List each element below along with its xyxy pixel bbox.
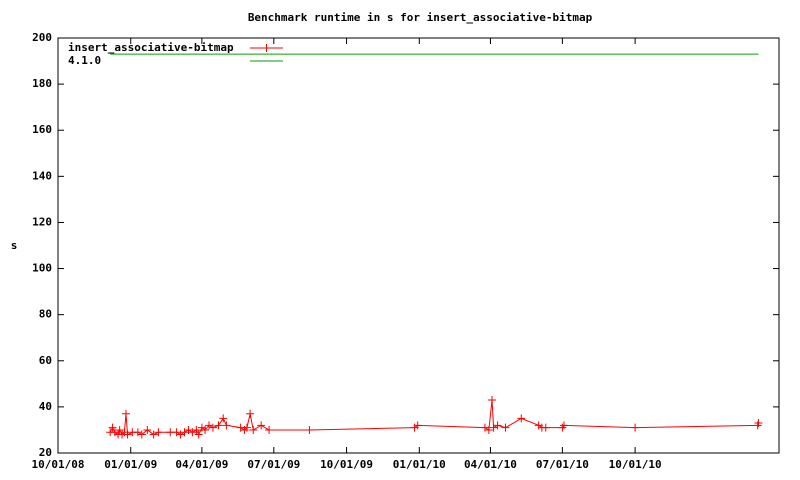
- series-line: [109, 399, 759, 436]
- legend-marker: [262, 44, 271, 52]
- y-tick-label: 60: [39, 354, 52, 367]
- y-tick-label: 120: [32, 215, 52, 228]
- data-point: [123, 430, 132, 439]
- y-tick-label: 20: [39, 446, 52, 459]
- data-point: [201, 425, 210, 434]
- y-tick-label: 200: [32, 31, 52, 44]
- x-tick-label: 07/01/09: [247, 458, 300, 471]
- data-point: [214, 421, 223, 430]
- data-point: [501, 423, 510, 432]
- data-point: [149, 430, 158, 439]
- y-tick-label: 180: [32, 77, 52, 90]
- data-point: [631, 423, 640, 432]
- x-tick-label: 04/01/10: [464, 458, 517, 471]
- y-tick-label: 100: [32, 262, 52, 275]
- data-point: [493, 421, 502, 430]
- x-tick-label: 10/01/10: [609, 458, 662, 471]
- data-point: [222, 421, 231, 430]
- data-point: [121, 409, 130, 418]
- data-point: [242, 423, 251, 432]
- data-point: [265, 425, 274, 434]
- x-tick-label: 01/01/10: [393, 458, 446, 471]
- data-point: [413, 421, 422, 430]
- y-tick-label: 140: [32, 169, 52, 182]
- data-point: [257, 421, 266, 430]
- data-point: [208, 423, 217, 432]
- x-tick-label: 10/01/08: [32, 458, 85, 471]
- x-tick-label: 01/01/09: [104, 458, 157, 471]
- plot-frame: [57, 37, 780, 454]
- x-tick-label: 07/01/10: [536, 458, 589, 471]
- data-point: [246, 409, 255, 418]
- data-point: [754, 419, 763, 428]
- data-point: [192, 425, 201, 434]
- y-tick-label: 80: [39, 308, 52, 321]
- data-point: [219, 414, 228, 423]
- data-point: [108, 423, 117, 432]
- data-point: [305, 425, 314, 434]
- data-point: [488, 395, 497, 404]
- data-point: [154, 428, 163, 437]
- data-point: [249, 425, 258, 434]
- chart-title: Benchmark runtime in s for insert_associ…: [248, 11, 593, 24]
- legend-label: 4.1.0: [68, 54, 101, 67]
- x-tick-label: 10/01/09: [320, 458, 373, 471]
- y-tick-label: 160: [32, 123, 52, 136]
- data-point: [541, 423, 550, 432]
- legend-label: insert_associative-bitmap: [68, 41, 234, 54]
- y-axis-label: s: [11, 239, 18, 252]
- y-tick-label: 40: [39, 400, 52, 413]
- data-point: [484, 425, 493, 434]
- data-point: [143, 425, 152, 434]
- x-tick-label: 04/01/09: [175, 458, 228, 471]
- data-point: [194, 430, 203, 439]
- data-point: [115, 425, 124, 434]
- data-point: [137, 430, 146, 439]
- data-point: [517, 414, 526, 423]
- data-point: [559, 421, 568, 430]
